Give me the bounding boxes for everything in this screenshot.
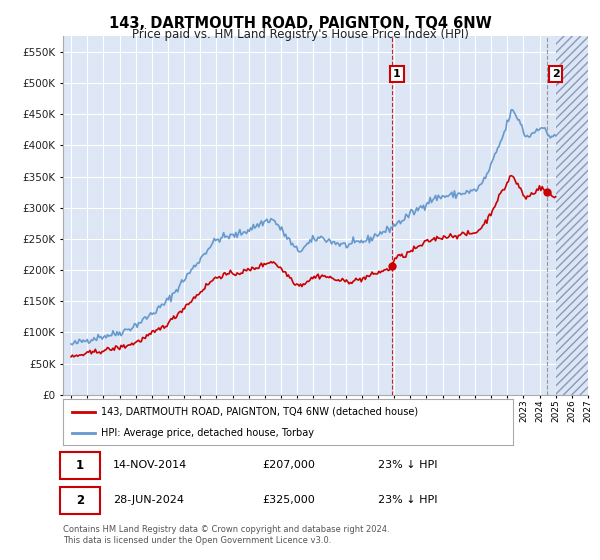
Text: 2: 2 (551, 69, 559, 79)
Text: 28-JUN-2024: 28-JUN-2024 (113, 495, 184, 505)
Text: £325,000: £325,000 (263, 495, 315, 505)
FancyBboxPatch shape (61, 487, 100, 514)
FancyBboxPatch shape (61, 452, 100, 479)
Text: 14-NOV-2014: 14-NOV-2014 (113, 460, 187, 470)
Text: HPI: Average price, detached house, Torbay: HPI: Average price, detached house, Torb… (101, 428, 314, 438)
Text: 1: 1 (393, 69, 401, 79)
Text: 23% ↓ HPI: 23% ↓ HPI (378, 460, 437, 470)
Text: Contains HM Land Registry data © Crown copyright and database right 2024.
This d: Contains HM Land Registry data © Crown c… (63, 525, 389, 545)
Bar (556, 36, 588, 395)
Text: 143, DARTMOUTH ROAD, PAIGNTON, TQ4 6NW: 143, DARTMOUTH ROAD, PAIGNTON, TQ4 6NW (109, 16, 491, 31)
Text: 23% ↓ HPI: 23% ↓ HPI (378, 495, 437, 505)
Text: £207,000: £207,000 (263, 460, 316, 470)
Text: Price paid vs. HM Land Registry's House Price Index (HPI): Price paid vs. HM Land Registry's House … (131, 28, 469, 41)
Text: 1: 1 (76, 459, 84, 472)
Text: 143, DARTMOUTH ROAD, PAIGNTON, TQ4 6NW (detached house): 143, DARTMOUTH ROAD, PAIGNTON, TQ4 6NW (… (101, 407, 418, 417)
Text: 2: 2 (76, 493, 84, 507)
